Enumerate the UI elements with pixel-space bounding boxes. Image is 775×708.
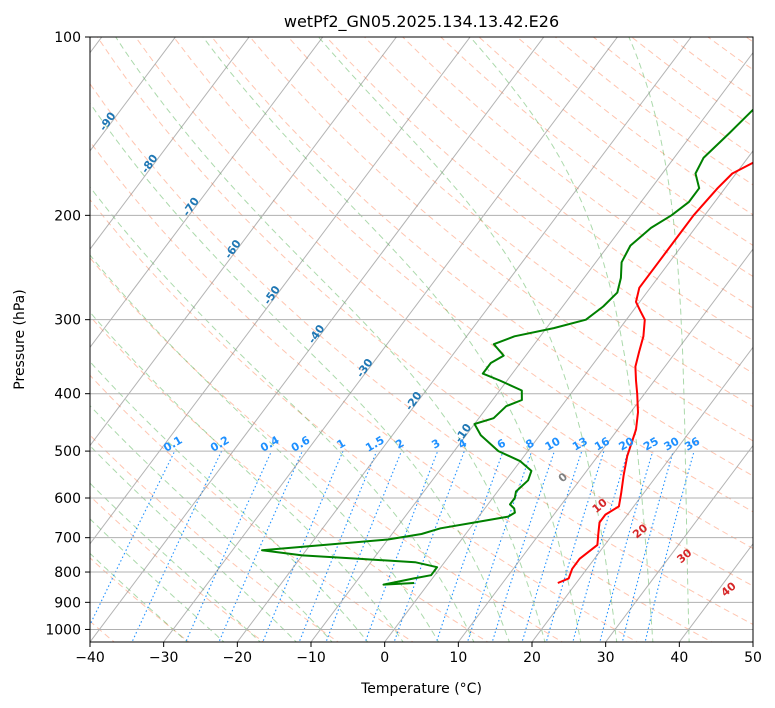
y-tick-label: 600: [54, 491, 81, 507]
isotherm-label: -20: [403, 389, 425, 413]
x-tick-label: 30: [597, 650, 615, 666]
dry-adiabat-line: [287, 37, 753, 408]
moist-adiabat-label: 30: [674, 546, 694, 566]
chart-title: wetPf2_GN05.2025.134.13.42.E26: [284, 12, 559, 32]
dry-adiabat-line: [478, 37, 753, 246]
x-tick-label: −10: [296, 650, 326, 666]
x-tick-label: −30: [149, 650, 179, 666]
isotherm-line: [384, 150, 753, 642]
isotherm-label: -50: [261, 283, 283, 307]
moist-adiabat-label: 40: [719, 579, 739, 599]
moist-adiabat-line: [90, 445, 298, 642]
moist-adiabat-line: [90, 482, 261, 642]
isotherm-line: [605, 444, 753, 642]
isotherm-line: [457, 248, 753, 642]
dry-adiabat-line: [325, 37, 753, 374]
isotherm-label: -30: [354, 356, 376, 380]
x-tick-label: 20: [523, 650, 541, 666]
mixing-ratio-line: [298, 450, 378, 642]
series-lines: [261, 108, 753, 586]
dry-adiabat-line: [96, 37, 753, 587]
x-tick-label: 50: [744, 650, 762, 666]
grid-lines: [90, 37, 753, 642]
mixing-ratio-line: [325, 450, 403, 642]
isotherm-label: -90: [97, 109, 119, 133]
isotherm-line: [90, 37, 177, 152]
isotherm-line: [90, 37, 250, 250]
dry-adiabat-line: [364, 37, 753, 341]
y-axis-label: Pressure (hPa): [12, 289, 28, 389]
x-tick-label: 40: [670, 650, 688, 666]
moist-adiabat-line: [90, 311, 404, 642]
moist-adiabat-label: 20: [630, 521, 650, 541]
mixing-ratio-line: [393, 450, 465, 642]
moist-adiabat-line: [90, 404, 333, 642]
mixing-ratio-line: [572, 450, 629, 642]
isotherm-line: [90, 37, 471, 545]
y-tick-label: 800: [54, 565, 81, 581]
dry-adiabat-line: [90, 83, 753, 625]
dry-adiabat-line: [135, 37, 753, 550]
isotherm-line: [752, 641, 753, 642]
dry-adiabat-line: [90, 198, 639, 642]
y-tick-label: 400: [54, 387, 81, 403]
dry-adiabat-line: [707, 37, 753, 71]
y-tick-label: 200: [54, 208, 81, 224]
mixing-ratio-line: [545, 450, 605, 642]
mixing-ratio-line: [435, 450, 504, 642]
x-tick-label: −20: [223, 650, 253, 666]
moist-adiabat-line: [317, 37, 618, 642]
y-tick-label: 100: [54, 30, 81, 46]
isotherm-line: [90, 37, 324, 349]
mixing-ratio-line: [644, 450, 695, 642]
y-tick-label: 900: [54, 595, 81, 611]
dry-adiabat-line: [173, 37, 753, 513]
isotherm-line: [531, 346, 753, 642]
moist-adiabat-line: [90, 254, 440, 642]
mixing-ratio-line: [599, 450, 654, 642]
axes: −40 −30 −20 −10 0 10 20 30 40 50 100 200 300 400 500 60…: [45, 30, 762, 666]
mixing-ratio-line: [185, 450, 273, 642]
dewpoint-profile-line: [261, 108, 753, 586]
isotherm-line: [163, 37, 619, 642]
x-tick-label: 0: [380, 650, 389, 666]
isotherm-label: -40: [305, 322, 327, 346]
x-tick-label: 10: [449, 650, 467, 666]
y-tick-label: 300: [54, 313, 81, 329]
mixing-ratio-label: 2: [393, 437, 406, 452]
isotherm-line: [678, 542, 753, 642]
y-tick-label: 1000: [45, 622, 81, 638]
dry-adiabat-line: [745, 37, 753, 43]
mixing-ratio-line: [364, 450, 439, 642]
mixing-ratio-label: 3: [429, 437, 442, 452]
moist-adiabat-line: [90, 552, 189, 642]
isotherm-line: [90, 37, 545, 642]
y-tick-label: 700: [54, 531, 81, 547]
temperature-profile-line: [557, 161, 753, 584]
plot-frame: [89, 36, 754, 643]
isotherm-line: [310, 51, 753, 642]
mixing-ratio-label: 8: [523, 437, 536, 452]
x-tick-label: −40: [75, 650, 105, 666]
dry-adiabat-line: [90, 374, 414, 642]
mixing-ratio-line: [521, 450, 583, 642]
moist-adiabat-line: [115, 37, 546, 642]
isotherm-line: [236, 37, 692, 642]
y-tick-label: 500: [54, 444, 81, 460]
x-axis-label: Temperature (°C): [360, 681, 482, 697]
dry-adiabat-line: [402, 37, 753, 309]
moist-adiabat-line: [90, 186, 475, 642]
isotherm-label: -100: [50, 67, 77, 97]
dry-adiabat-line: [90, 140, 713, 642]
isotherm-label: -60: [222, 237, 244, 261]
mixing-ratio-line: [491, 450, 555, 642]
mixing-ratio-line: [621, 450, 674, 642]
isotherm-line: [90, 37, 398, 447]
